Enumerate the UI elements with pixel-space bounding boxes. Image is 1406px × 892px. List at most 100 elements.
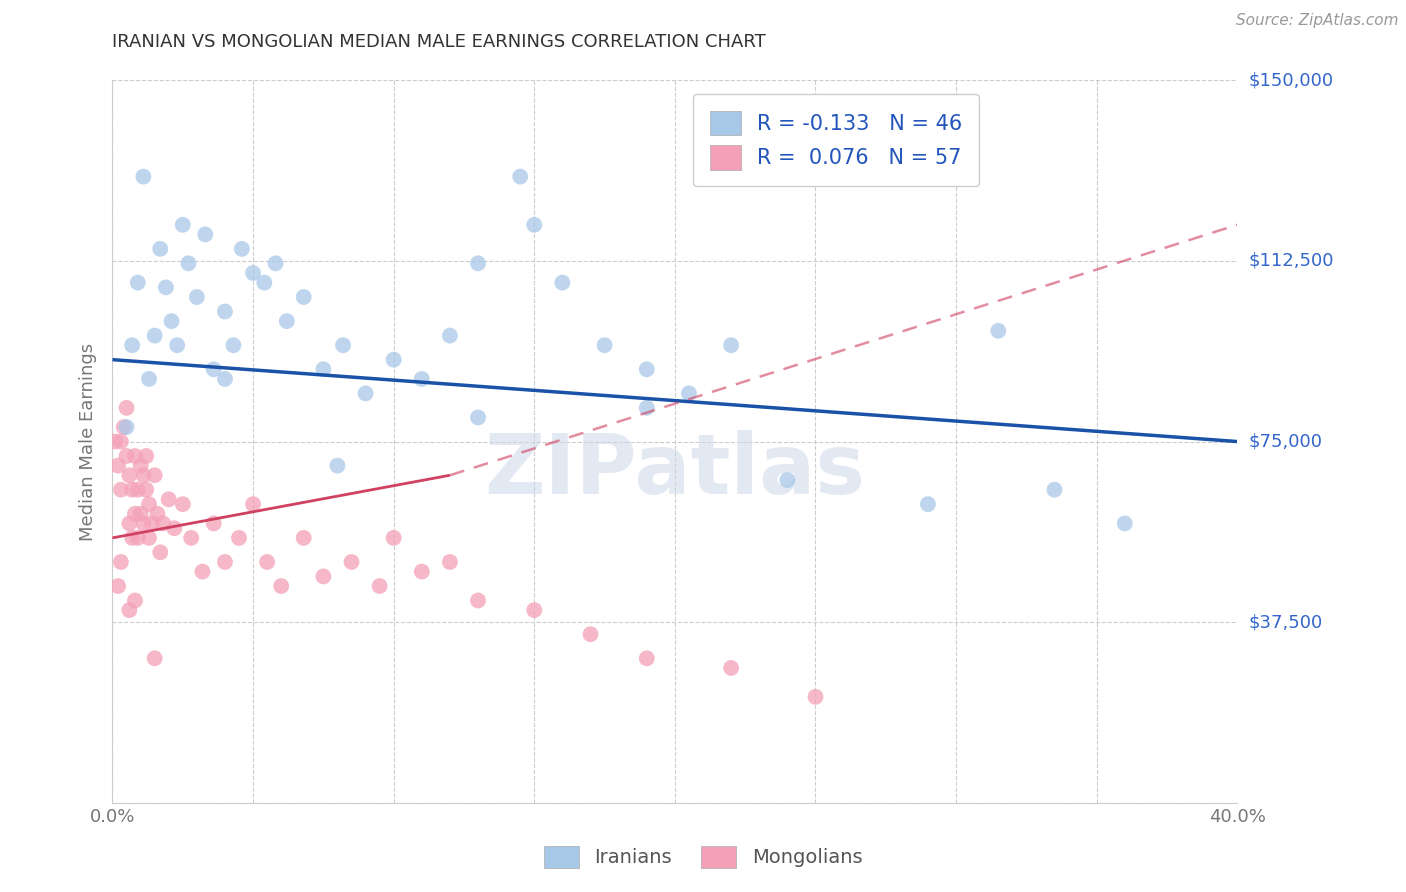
Point — [382, 352, 405, 367]
Point — [132, 169, 155, 184]
Point — [180, 531, 202, 545]
Point — [354, 386, 377, 401]
Point — [124, 507, 146, 521]
Point — [264, 256, 287, 270]
Point — [776, 473, 799, 487]
Legend: R = -0.133   N = 46, R =  0.076   N = 57: R = -0.133 N = 46, R = 0.076 N = 57 — [693, 95, 980, 186]
Point — [121, 531, 143, 545]
Point — [987, 324, 1010, 338]
Point — [132, 468, 155, 483]
Point — [177, 256, 200, 270]
Point — [368, 579, 391, 593]
Point — [312, 362, 335, 376]
Point — [720, 661, 742, 675]
Point — [143, 328, 166, 343]
Point — [155, 280, 177, 294]
Point — [523, 603, 546, 617]
Text: ZIPatlas: ZIPatlas — [485, 430, 865, 511]
Point — [149, 545, 172, 559]
Text: $75,000: $75,000 — [1249, 433, 1323, 450]
Point — [124, 593, 146, 607]
Point — [141, 516, 163, 531]
Point — [186, 290, 208, 304]
Point — [143, 468, 166, 483]
Point — [1043, 483, 1066, 497]
Point — [115, 401, 138, 415]
Point — [118, 603, 141, 617]
Point — [143, 651, 166, 665]
Point — [118, 516, 141, 531]
Point — [276, 314, 298, 328]
Point — [202, 362, 225, 376]
Point — [439, 328, 461, 343]
Point — [172, 497, 194, 511]
Text: IRANIAN VS MONGOLIAN MEDIAN MALE EARNINGS CORRELATION CHART: IRANIAN VS MONGOLIAN MEDIAN MALE EARNING… — [112, 33, 766, 52]
Point — [172, 218, 194, 232]
Point — [152, 516, 174, 531]
Point — [256, 555, 278, 569]
Point — [551, 276, 574, 290]
Point — [222, 338, 245, 352]
Point — [382, 531, 405, 545]
Point — [121, 483, 143, 497]
Point — [411, 565, 433, 579]
Point — [135, 449, 157, 463]
Point — [127, 276, 149, 290]
Point — [411, 372, 433, 386]
Point — [214, 555, 236, 569]
Point — [160, 314, 183, 328]
Point — [129, 507, 152, 521]
Point — [166, 338, 188, 352]
Point — [107, 458, 129, 473]
Point — [110, 483, 132, 497]
Point — [231, 242, 253, 256]
Point — [138, 497, 160, 511]
Point — [312, 569, 335, 583]
Point — [104, 434, 127, 449]
Point — [194, 227, 217, 242]
Point — [340, 555, 363, 569]
Point — [202, 516, 225, 531]
Point — [804, 690, 827, 704]
Point — [242, 497, 264, 511]
Point — [127, 531, 149, 545]
Point — [112, 420, 135, 434]
Point — [270, 579, 292, 593]
Text: $150,000: $150,000 — [1249, 71, 1333, 89]
Point — [118, 468, 141, 483]
Point — [292, 531, 315, 545]
Point — [191, 565, 214, 579]
Point — [636, 651, 658, 665]
Point — [124, 449, 146, 463]
Point — [253, 276, 276, 290]
Point — [214, 304, 236, 318]
Point — [579, 627, 602, 641]
Point — [110, 555, 132, 569]
Point — [149, 242, 172, 256]
Point — [467, 410, 489, 425]
Point — [129, 458, 152, 473]
Legend: Iranians, Mongolians: Iranians, Mongolians — [534, 836, 872, 878]
Text: $112,500: $112,500 — [1249, 252, 1334, 270]
Point — [127, 483, 149, 497]
Point — [523, 218, 546, 232]
Point — [132, 516, 155, 531]
Point — [135, 483, 157, 497]
Text: $37,500: $37,500 — [1249, 613, 1323, 632]
Point — [157, 492, 180, 507]
Point — [720, 338, 742, 352]
Point — [326, 458, 349, 473]
Point — [1114, 516, 1136, 531]
Point — [439, 555, 461, 569]
Point — [593, 338, 616, 352]
Point — [332, 338, 354, 352]
Point — [292, 290, 315, 304]
Point — [115, 420, 138, 434]
Point — [110, 434, 132, 449]
Point — [138, 372, 160, 386]
Text: Source: ZipAtlas.com: Source: ZipAtlas.com — [1236, 13, 1399, 29]
Point — [509, 169, 531, 184]
Point — [228, 531, 250, 545]
Point — [121, 338, 143, 352]
Point — [107, 579, 129, 593]
